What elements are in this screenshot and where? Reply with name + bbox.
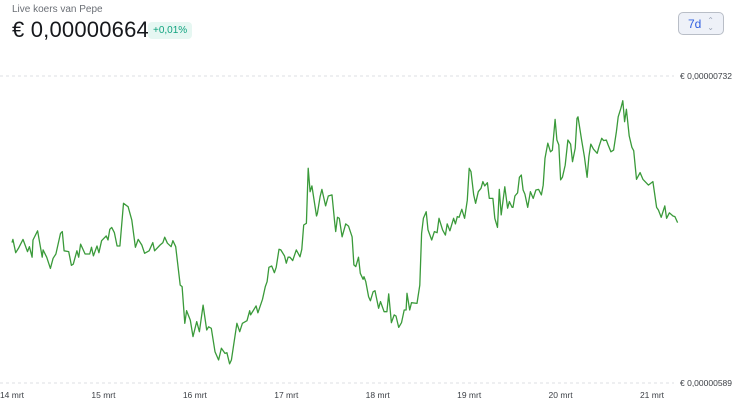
x-tick-label: 17 mrt [274, 390, 299, 400]
x-tick-label: 18 mrt [366, 390, 391, 400]
x-tick-label: 16 mrt [183, 390, 208, 400]
x-tick-label: 15 mrt [91, 390, 116, 400]
x-tick-label: 14 mrt [0, 390, 25, 400]
y-tick-label: € 0,00000732 [680, 71, 732, 81]
price-line [11, 100, 679, 365]
x-tick-label: 20 mrt [549, 390, 574, 400]
current-price: € 0,00000664 [12, 17, 149, 42]
x-tick-label: 21 mrt [640, 390, 665, 400]
y-tick-label: € 0,00000589 [680, 378, 732, 388]
chart-subtitle: Live koers van Pepe [12, 4, 103, 15]
chevron-up-down-icon: ⌃ ⌄ [707, 16, 714, 32]
price-change-badge: +0,01% [148, 22, 193, 39]
x-tick-label: 19 mrt [457, 390, 482, 400]
range-selector[interactable]: 7d ⌃ ⌄ [678, 12, 724, 35]
range-selector-value: 7d [688, 16, 702, 31]
